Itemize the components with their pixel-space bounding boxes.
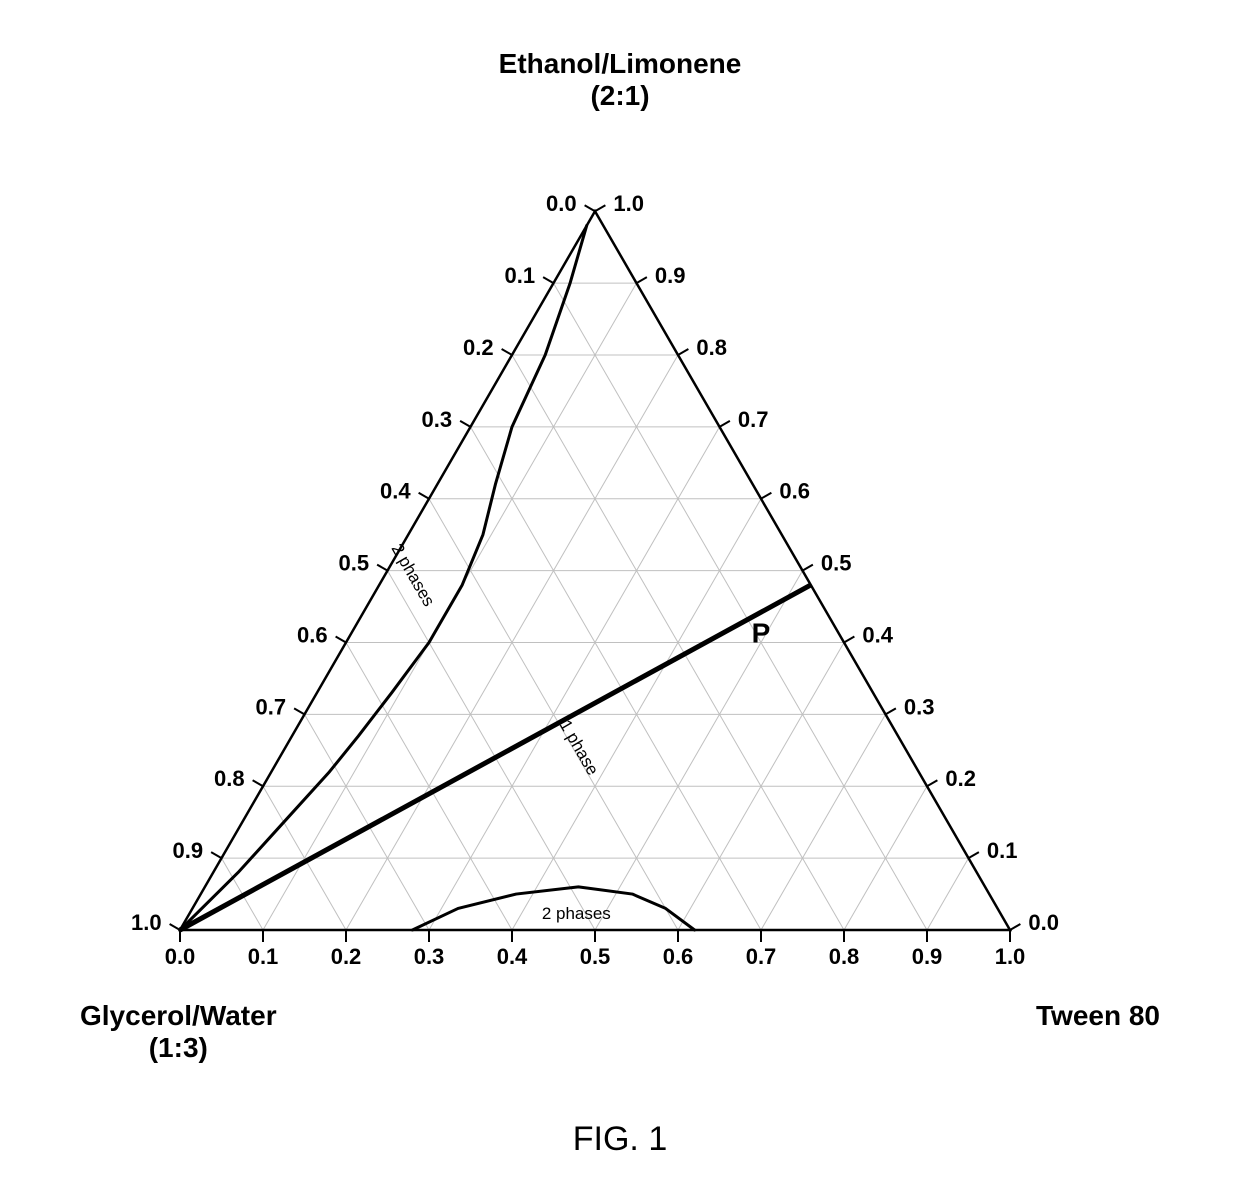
tick-right: 0.1 — [987, 838, 1018, 863]
tick-bottom: 0.4 — [497, 944, 528, 969]
tick-right: 0.7 — [738, 407, 769, 432]
tick-left: 0.0 — [546, 191, 577, 216]
tick-right: 0.2 — [945, 766, 976, 791]
tick-left: 0.2 — [463, 335, 494, 360]
tick-right: 0.0 — [1028, 910, 1059, 935]
label-1phase: 1 phase — [556, 717, 603, 779]
tick-bottom: 0.6 — [663, 944, 694, 969]
tick-bottom: 0.0 — [165, 944, 196, 969]
label-2phases-lower: 2 phases — [542, 904, 611, 923]
tick-right: 0.3 — [904, 694, 935, 719]
tick-right: 0.4 — [862, 622, 893, 647]
ternary-ticks: 0.01.00.00.10.90.10.20.80.20.30.70.30.40… — [131, 191, 1059, 969]
tick-right: 0.8 — [696, 335, 727, 360]
tick-left: 0.9 — [173, 838, 204, 863]
tick-bottom: 1.0 — [995, 944, 1026, 969]
tick-left: 0.8 — [214, 766, 245, 791]
tick-right: 0.5 — [821, 551, 852, 576]
ternary-plot: 0.01.00.00.10.90.10.20.80.20.30.70.30.40… — [0, 0, 1240, 1188]
tick-bottom: 0.3 — [414, 944, 445, 969]
tick-bottom: 0.8 — [829, 944, 860, 969]
tick-right: 0.9 — [655, 263, 686, 288]
figure-container: Ethanol/Limonene (2:1) Glycerol/Water (1… — [0, 0, 1240, 1188]
tick-left: 0.3 — [422, 407, 453, 432]
tick-bottom: 0.9 — [912, 944, 943, 969]
tick-left: 0.4 — [380, 479, 411, 504]
tick-bottom: 0.5 — [580, 944, 611, 969]
label-2phases-upper: 2 phases — [388, 540, 439, 609]
tick-left: 0.6 — [297, 622, 328, 647]
tick-left: 0.5 — [339, 551, 370, 576]
label-P: P — [752, 617, 771, 648]
tick-bottom: 0.2 — [331, 944, 362, 969]
dilution-line — [180, 585, 811, 930]
tick-right: 1.0 — [613, 191, 644, 216]
tick-bottom: 0.1 — [248, 944, 279, 969]
tick-bottom: 0.7 — [746, 944, 777, 969]
tick-left: 1.0 — [131, 910, 162, 935]
tick-left: 0.1 — [505, 263, 536, 288]
ternary-grid — [222, 283, 969, 930]
tick-left: 0.7 — [256, 694, 287, 719]
tick-right: 0.6 — [779, 479, 810, 504]
